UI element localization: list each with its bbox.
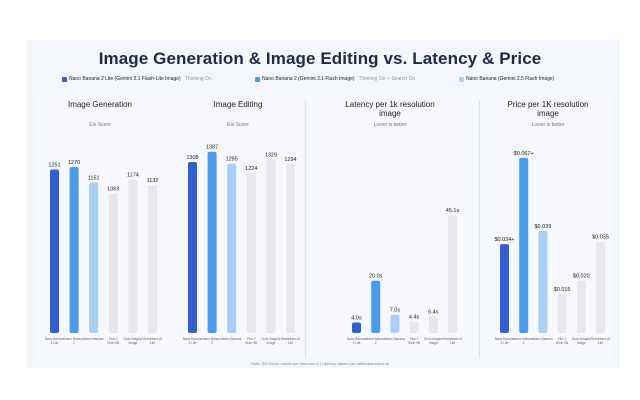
tick-label: Grok Imagine Image bbox=[123, 337, 142, 345]
panel-title-image-generation: Image Generation bbox=[67, 100, 133, 109]
bar bbox=[89, 182, 99, 333]
tick-label: Seedream v5 Lite bbox=[443, 337, 462, 345]
elo-panel bbox=[37, 95, 303, 360]
panel-subtitle: Lower is better bbox=[373, 122, 407, 128]
tick-label: Flux 2 Klein 9B bbox=[408, 337, 420, 345]
panel-title-latency: Latency per 1k resolution image bbox=[345, 100, 435, 118]
tick-label: Nano Banana bbox=[533, 337, 553, 341]
data-label: $0.015 bbox=[554, 287, 571, 293]
tick-label: Seedream v5 Lite bbox=[143, 337, 162, 345]
tick-label: Seedream v5 Lite bbox=[281, 337, 300, 345]
footnote: Note: Elo Score values per lmarena.ai | … bbox=[251, 361, 389, 366]
tick-label: Flux 2 Klein 9B bbox=[107, 337, 119, 345]
data-label: 1308 bbox=[186, 155, 198, 161]
bar bbox=[108, 193, 118, 333]
bar bbox=[448, 215, 457, 333]
legend-note: Thinking On + Search On bbox=[358, 76, 416, 82]
bar bbox=[538, 231, 548, 333]
legend-swatch bbox=[62, 76, 67, 82]
panel-subtitle: Elo Score bbox=[227, 122, 249, 128]
bar bbox=[128, 179, 138, 333]
bar bbox=[352, 322, 361, 333]
legend-swatch bbox=[459, 76, 464, 82]
bar bbox=[576, 280, 586, 333]
tick-label: Nano Banana bbox=[222, 337, 242, 341]
chart-title: Image Generation & Image Editing vs. Lat… bbox=[98, 49, 542, 68]
tick-label: Nano Banana 2 bbox=[514, 337, 534, 345]
tick-label: Nano Banana 2 bbox=[202, 337, 222, 345]
bar bbox=[227, 163, 237, 333]
data-label: $0.067+ bbox=[514, 151, 534, 157]
legend-item-nano-banana-2-lite: Nano Banana 2 Lite (Gemini 3.1 Flash-Lit… bbox=[62, 76, 212, 82]
tick-label: Grok Imagine Image bbox=[424, 337, 443, 345]
tick-label: Nano Banana 2 Lite bbox=[347, 337, 367, 345]
bar bbox=[500, 244, 509, 333]
panel-subtitle: Lower is better bbox=[531, 122, 565, 128]
tick-label: Nano Banana 2 Lite bbox=[495, 337, 515, 345]
tick-label: Nano Banana 2 Lite bbox=[183, 337, 203, 345]
legend-label: Nano Banana 2 Lite (Gemini 3.1 Flash-Lit… bbox=[69, 76, 181, 82]
bar bbox=[188, 162, 197, 333]
tick-label: Grok Imagine Image bbox=[572, 337, 591, 345]
bar bbox=[390, 314, 400, 333]
bar bbox=[371, 280, 381, 333]
panel-title-image-editing: Image Editing bbox=[213, 100, 263, 109]
bar bbox=[428, 316, 438, 333]
data-label: 1387 bbox=[206, 145, 218, 151]
tick-label: Nano Banana 2 bbox=[64, 337, 84, 345]
data-label: 1295 bbox=[226, 157, 238, 163]
data-label: $0.034+ bbox=[494, 237, 514, 243]
bar bbox=[557, 293, 567, 333]
data-label: $0.039 bbox=[534, 224, 551, 230]
tick-label: Grok Imagine Image bbox=[261, 337, 280, 345]
data-label: 4.4s bbox=[409, 314, 420, 320]
bar bbox=[266, 159, 276, 333]
legend-item-nano-banana-2: Nano Banana 2 (Gemini 3.1 Flash Image) T… bbox=[255, 76, 415, 82]
tick-label: Nano Banana 2 bbox=[366, 337, 386, 345]
data-label: $0.035 bbox=[592, 235, 609, 241]
bar bbox=[207, 151, 217, 333]
data-label: 1151 bbox=[88, 176, 100, 182]
data-label: 1329 bbox=[265, 152, 277, 158]
data-label: 1069 bbox=[107, 186, 119, 192]
bar bbox=[148, 185, 157, 333]
data-label: 6.4s bbox=[428, 309, 439, 315]
data-label: 4.0s bbox=[351, 316, 362, 322]
bar bbox=[50, 169, 59, 333]
bar bbox=[286, 163, 295, 333]
legend-label: Nano Banana (Gemini 2.5 Flash Image) bbox=[466, 76, 555, 82]
tick-label: Flux 2 Klein 9B bbox=[245, 337, 257, 345]
data-label: 1224 bbox=[245, 166, 257, 172]
panel-subtitle: Elo Score bbox=[89, 122, 111, 128]
data-label: 1174 bbox=[127, 173, 139, 179]
data-label: 1270 bbox=[68, 160, 80, 166]
data-label: 1251 bbox=[48, 162, 60, 168]
tick-label: Seedream v5 Lite bbox=[591, 337, 610, 345]
data-label: 1132 bbox=[147, 178, 159, 184]
bar bbox=[596, 241, 605, 333]
data-label: 1294 bbox=[284, 157, 296, 163]
legend: Nano Banana 2 Lite (Gemini 3.1 Flash-Lit… bbox=[62, 76, 582, 86]
panel-title-price: Price per 1K resolution image bbox=[507, 100, 589, 118]
data-label: 45.1s bbox=[446, 208, 460, 214]
bar bbox=[409, 321, 419, 333]
tick-label: Nano Banana bbox=[84, 337, 104, 341]
legend-note: Thinking On bbox=[184, 76, 212, 82]
data-label: 7.0s bbox=[390, 308, 401, 314]
panel-divider bbox=[479, 100, 480, 358]
legend-label: Nano Banana 2 (Gemini 3.1 Flash Image) bbox=[262, 76, 355, 82]
legend-swatch bbox=[255, 76, 260, 82]
tick-label: Flux 2 Klein 9B bbox=[556, 337, 568, 345]
data-label: 20.0s bbox=[369, 274, 383, 280]
panel-divider bbox=[305, 100, 306, 358]
legend-item-nano-banana: Nano Banana (Gemini 2.5 Flash Image) bbox=[459, 76, 554, 82]
bar bbox=[519, 157, 529, 333]
bar bbox=[69, 166, 79, 333]
bar bbox=[246, 173, 256, 333]
tick-label: Nano Banana bbox=[385, 337, 405, 341]
tick-label: Nano Banana 2 Lite bbox=[45, 337, 65, 345]
data-label: $0.020 bbox=[573, 274, 590, 280]
